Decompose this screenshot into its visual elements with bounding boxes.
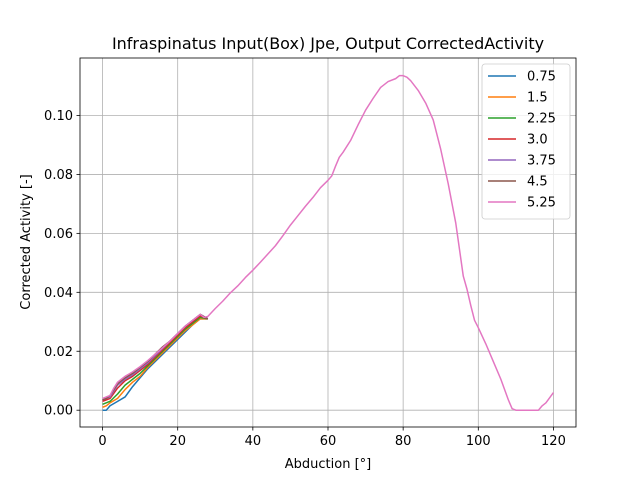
y-axis: 0.00 0.02 0.04 0.06 0.08 0.10	[44, 109, 80, 419]
legend-label: 3.75	[527, 154, 556, 169]
y-tick-label: 0.02	[44, 345, 73, 360]
chart-title: Infraspinatus Input(Box) Jpe, Output Cor…	[112, 34, 544, 53]
x-tick-label: 80	[395, 434, 412, 449]
x-tick-label: 100	[466, 434, 491, 449]
legend-label: 1.5	[527, 91, 548, 106]
legend-label: 2.25	[527, 112, 556, 127]
x-tick-label: 20	[169, 434, 186, 449]
legend: 0.75 1.5 2.25 3.0 3.75 4.5 5.25	[481, 63, 571, 220]
legend-label: 4.5	[527, 175, 548, 190]
x-tick-label: 40	[245, 434, 262, 449]
x-tick-label: 0	[98, 434, 106, 449]
series-line-2.25	[102, 316, 208, 406]
y-tick-label: 0.10	[44, 109, 73, 124]
x-tick-label: 60	[320, 434, 337, 449]
y-tick-label: 0.00	[44, 404, 73, 419]
x-axis-label: Abduction [°]	[285, 457, 371, 472]
y-tick-label: 0.08	[44, 168, 73, 183]
series-line-1.5	[102, 318, 208, 408]
x-tick-label: 120	[541, 434, 566, 449]
legend-label: 3.0	[527, 133, 548, 148]
y-tick-label: 0.06	[44, 227, 73, 242]
y-tick-label: 0.04	[44, 286, 73, 301]
series-layer	[102, 74, 555, 411]
y-axis-label: Corrected Activity [-]	[19, 174, 34, 309]
x-axis: 0 20 40 60 80 100 120	[98, 427, 566, 449]
series-line-5.25	[102, 74, 555, 411]
series-line-3.0	[102, 315, 209, 403]
legend-label: 5.25	[527, 196, 556, 211]
legend-label: 0.75	[527, 70, 556, 85]
legend-box	[481, 63, 571, 220]
